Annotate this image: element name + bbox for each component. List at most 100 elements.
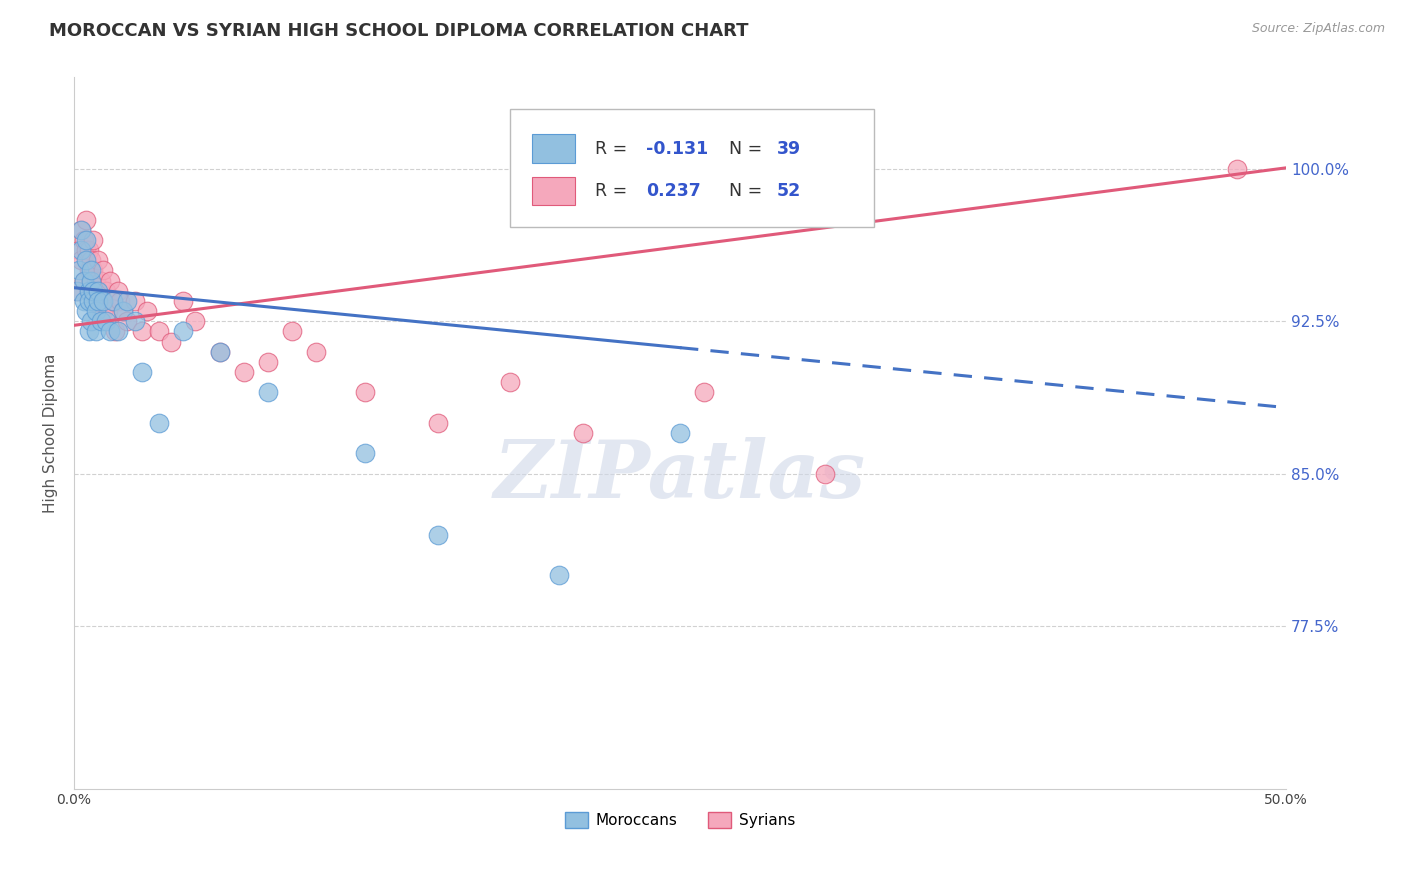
- Point: [94, 284, 117, 298]
- Point: [75, 243, 97, 257]
- Point: [100, 325, 122, 339]
- Point: [80, 263, 103, 277]
- Point: [101, 293, 124, 308]
- Point: [73, 274, 96, 288]
- Point: [84, 274, 107, 288]
- Point: [77, 263, 100, 277]
- Point: [70, 223, 93, 237]
- Point: [65, 284, 87, 298]
- Point: [90, 314, 112, 328]
- Point: [257, 385, 280, 400]
- Point: [148, 416, 170, 430]
- Text: N =: N =: [728, 139, 768, 158]
- Text: Source: ZipAtlas.com: Source: ZipAtlas.com: [1251, 22, 1385, 36]
- FancyBboxPatch shape: [533, 135, 575, 162]
- Point: [124, 293, 146, 308]
- Point: [117, 314, 139, 328]
- Point: [70, 223, 93, 237]
- Point: [104, 325, 127, 339]
- Point: [75, 212, 97, 227]
- Text: 52: 52: [778, 182, 801, 200]
- Point: [91, 293, 114, 308]
- Point: [101, 293, 124, 308]
- Point: [354, 446, 377, 460]
- Point: [669, 425, 692, 440]
- Text: ZIPatlas: ZIPatlas: [494, 437, 866, 515]
- Point: [67, 263, 90, 277]
- Point: [77, 293, 100, 308]
- Point: [111, 304, 134, 318]
- Point: [82, 284, 104, 298]
- Point: [80, 274, 103, 288]
- Point: [572, 425, 595, 440]
- Point: [77, 243, 100, 257]
- Point: [94, 314, 117, 328]
- Point: [80, 253, 103, 268]
- Point: [124, 314, 146, 328]
- Point: [84, 325, 107, 339]
- FancyBboxPatch shape: [533, 177, 575, 205]
- Point: [90, 304, 112, 318]
- Point: [80, 274, 103, 288]
- Point: [75, 304, 97, 318]
- Point: [87, 293, 110, 308]
- Point: [87, 253, 110, 268]
- Text: N =: N =: [728, 182, 768, 200]
- Point: [65, 284, 87, 298]
- Point: [111, 304, 134, 318]
- Point: [82, 293, 104, 308]
- Point: [305, 344, 328, 359]
- Text: MOROCCAN VS SYRIAN HIGH SCHOOL DIPLOMA CORRELATION CHART: MOROCCAN VS SYRIAN HIGH SCHOOL DIPLOMA C…: [49, 22, 749, 40]
- Point: [281, 325, 304, 339]
- Legend: Moroccans, Syrians: Moroccans, Syrians: [560, 806, 801, 834]
- Point: [84, 293, 107, 308]
- Point: [87, 284, 110, 298]
- Point: [172, 293, 194, 308]
- Point: [108, 293, 131, 308]
- Point: [426, 416, 449, 430]
- Point: [131, 365, 153, 379]
- Y-axis label: High School Diploma: High School Diploma: [44, 353, 58, 513]
- Point: [184, 314, 207, 328]
- Point: [82, 284, 104, 298]
- Point: [814, 467, 837, 481]
- Point: [77, 325, 100, 339]
- Point: [82, 263, 104, 277]
- Point: [107, 325, 129, 339]
- Point: [80, 314, 103, 328]
- Point: [73, 293, 96, 308]
- Point: [499, 375, 522, 389]
- Point: [693, 385, 716, 400]
- Point: [100, 274, 122, 288]
- Point: [135, 304, 157, 318]
- Point: [77, 284, 100, 298]
- Text: 39: 39: [778, 139, 801, 158]
- Point: [84, 304, 107, 318]
- Point: [82, 233, 104, 247]
- Text: 0.237: 0.237: [647, 182, 700, 200]
- Text: -0.131: -0.131: [647, 139, 709, 158]
- Point: [77, 284, 100, 298]
- Point: [73, 233, 96, 247]
- Point: [91, 304, 114, 318]
- Point: [131, 325, 153, 339]
- Point: [354, 385, 377, 400]
- Point: [90, 274, 112, 288]
- Point: [87, 284, 110, 298]
- Point: [97, 304, 120, 318]
- Point: [73, 274, 96, 288]
- Point: [172, 325, 194, 339]
- Point: [160, 334, 183, 349]
- Point: [75, 253, 97, 268]
- Point: [70, 253, 93, 268]
- Point: [67, 243, 90, 257]
- Point: [208, 344, 231, 359]
- Point: [148, 325, 170, 339]
- Point: [426, 527, 449, 541]
- Point: [547, 568, 569, 582]
- Point: [1226, 161, 1249, 176]
- FancyBboxPatch shape: [510, 110, 875, 227]
- Point: [232, 365, 254, 379]
- Point: [208, 344, 231, 359]
- Point: [70, 243, 93, 257]
